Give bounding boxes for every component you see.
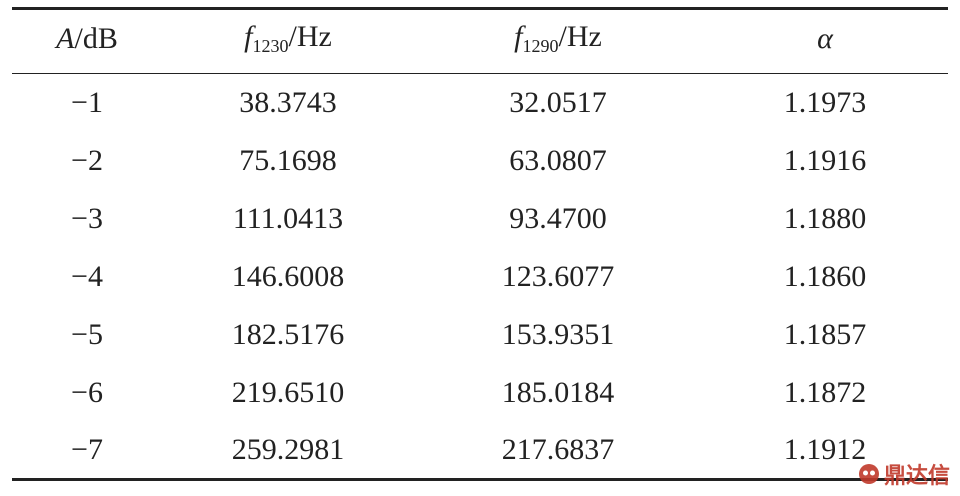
table-cell: 1.1973 xyxy=(783,85,867,119)
table-cell: 146.6008 xyxy=(231,259,345,293)
table-cell: 1.1872 xyxy=(783,375,867,409)
table-cell: 217.6837 xyxy=(501,432,615,466)
watermark-text: 鼎达信 xyxy=(883,464,950,489)
header-symbol: f xyxy=(514,20,523,53)
watermark-logo xyxy=(858,464,879,484)
header-subscript: 1290 xyxy=(522,36,559,56)
table-cell: 1.1880 xyxy=(783,201,867,235)
watermark: 鼎达信 xyxy=(858,458,950,490)
header-cell: A/dB xyxy=(12,9,162,74)
table-row: −5 182.5176 153.9351 1.1857 xyxy=(12,306,948,364)
table-cell: 93.4700 xyxy=(509,201,607,235)
header-symbol: f xyxy=(244,20,253,53)
data-table: A/dB f1230/Hz f1290/Hz α −1 38.3743 32.0517 1.… xyxy=(12,7,948,481)
header-symbol: α xyxy=(817,21,833,55)
table-cell: 123.6077 xyxy=(501,259,615,293)
table-row: −4 146.6008 123.6077 1.1860 xyxy=(12,248,948,306)
table-cell: 38.3743 xyxy=(239,85,337,119)
table-cell: 1.1912 xyxy=(783,432,867,466)
table-cell: 32.0517 xyxy=(509,85,607,119)
table-row: −2 75.1698 63.0807 1.1916 xyxy=(12,132,948,190)
table-cell: −1 xyxy=(71,85,103,119)
table-cell: 75.1698 xyxy=(239,143,337,177)
table-cell: 259.2981 xyxy=(231,432,345,466)
header-row: A/dB f1230/Hz f1290/Hz α xyxy=(12,8,948,74)
header-unit: /Hz xyxy=(558,20,602,53)
table-cell: 153.9351 xyxy=(501,317,615,351)
table-cell: 111.0413 xyxy=(232,201,344,235)
table-cell: −3 xyxy=(71,201,103,235)
header-cell: f1230/Hz xyxy=(162,9,414,74)
table-cell: 182.5176 xyxy=(231,317,345,351)
table-body: −1 38.3743 32.0517 1.1973 −2 75.1698 63.0807 1.… xyxy=(12,74,948,480)
table-row: −6 219.6510 185.0184 1.1872 xyxy=(12,364,948,422)
table-cell: −6 xyxy=(71,375,103,409)
header-symbol: A xyxy=(56,21,75,55)
header-cell: α xyxy=(702,9,948,74)
table-cell: −5 xyxy=(71,317,103,351)
header-subscript: 1230 xyxy=(252,36,289,56)
header-unit: /Hz xyxy=(288,20,332,53)
table-cell: 1.1860 xyxy=(783,259,867,293)
table-cell: 219.6510 xyxy=(231,375,345,409)
table-cell: 1.1857 xyxy=(783,317,867,351)
table-row: −1 38.3743 32.0517 1.1973 xyxy=(12,74,948,132)
table-cell: −7 xyxy=(71,432,103,466)
header-unit: /dB xyxy=(74,21,118,55)
table-cell: 1.1916 xyxy=(783,143,867,177)
table-row: −3 111.0413 93.4700 1.1880 xyxy=(12,190,948,248)
table-cell: 185.0184 xyxy=(501,375,615,409)
table-cell: −4 xyxy=(71,259,103,293)
table-row: −7 259.2981 217.6837 1.1912 xyxy=(12,422,948,480)
table-cell: −2 xyxy=(71,143,103,177)
table-cell: 63.0807 xyxy=(509,143,607,177)
header-cell: f1290/Hz xyxy=(414,9,702,74)
table-header: A/dB f1230/Hz f1290/Hz α xyxy=(12,8,948,74)
